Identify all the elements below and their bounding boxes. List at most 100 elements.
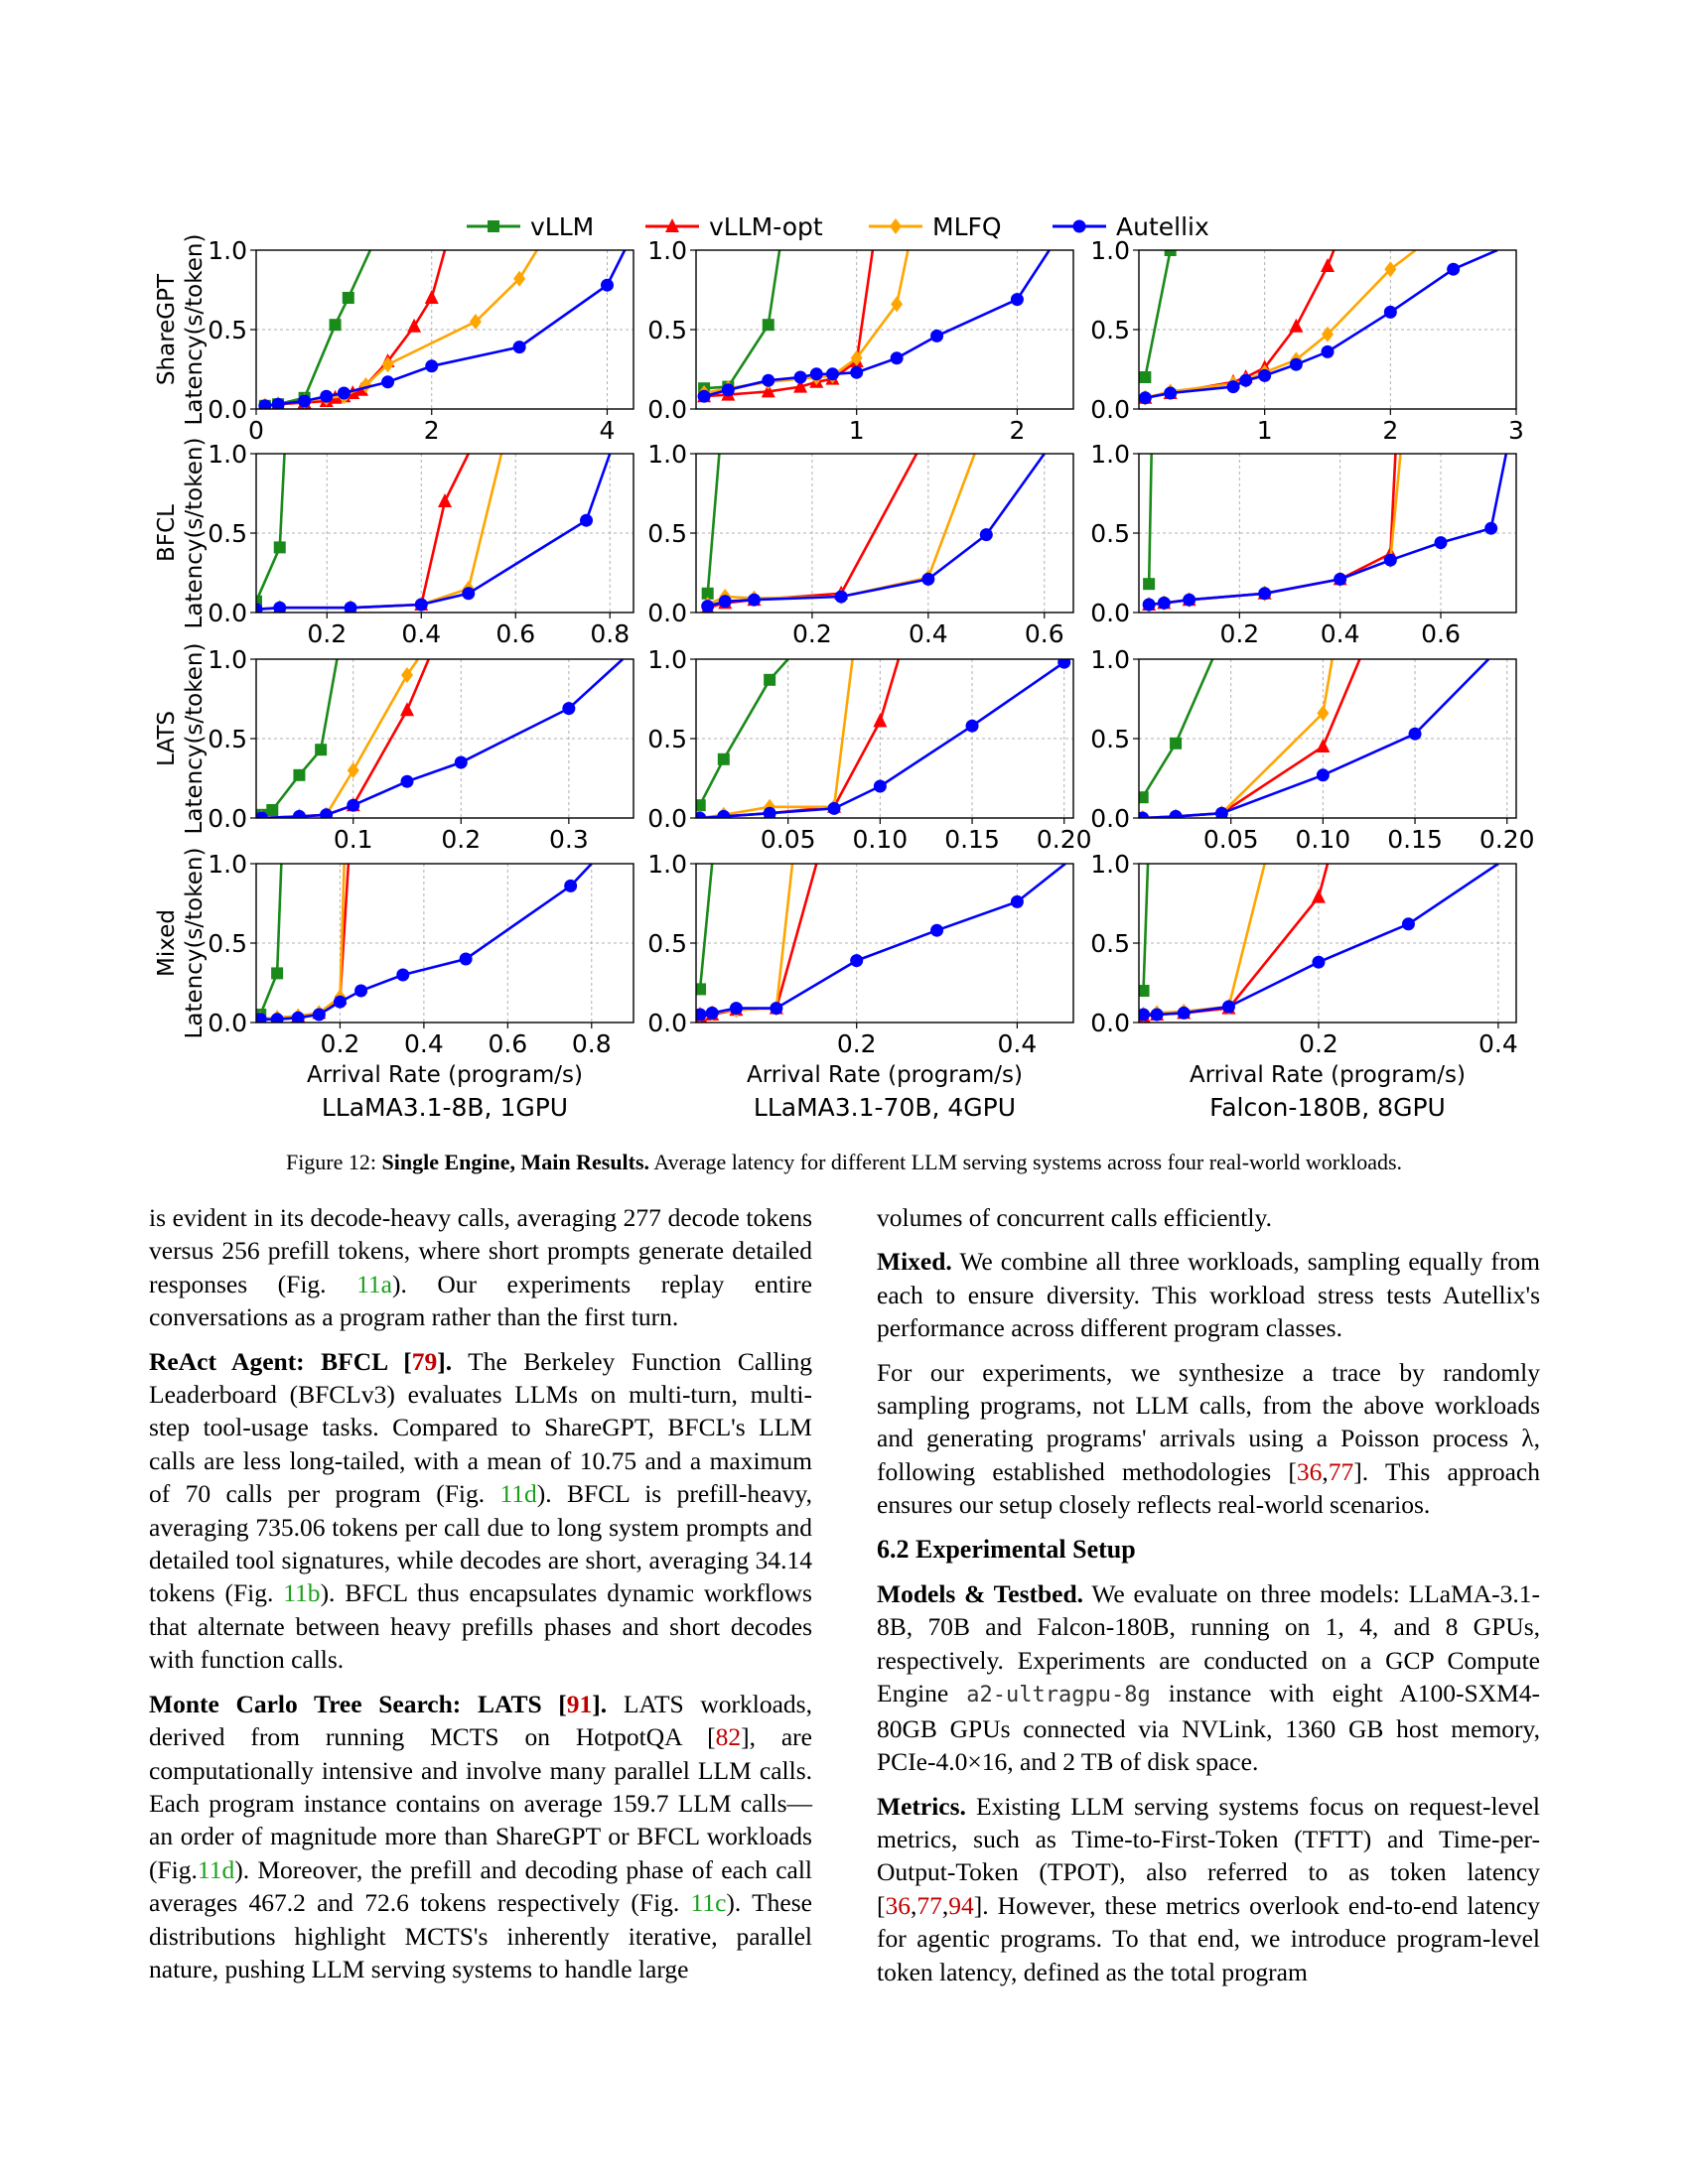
series-line-vllm	[260, 659, 339, 816]
figure-link[interactable]: 11c	[690, 1888, 727, 1918]
data-point	[425, 359, 439, 373]
row-label: Mixed	[154, 909, 180, 977]
y-tick-label: 0.5	[1090, 929, 1130, 958]
x-tick-label: 3	[1508, 416, 1524, 445]
data-point	[273, 541, 286, 554]
subplot-mixed-3: 0.0 0.5 1.0 0.2 0.4	[1090, 850, 1518, 1058]
data-point	[747, 593, 761, 607]
x-tick-label: 0.2	[307, 619, 347, 648]
series-group	[697, 250, 1051, 403]
x-tick-label: 0.1	[334, 825, 373, 854]
data-point	[1139, 371, 1152, 383]
data-point	[696, 811, 707, 818]
data-point	[1383, 553, 1397, 567]
y-tick-label: 1.0	[208, 440, 247, 469]
series-line-vllm	[698, 659, 789, 806]
data-point	[258, 399, 272, 409]
instance-name: a2-ultragpu-8g	[966, 1683, 1151, 1708]
column-title: LLaMA3.1-8B, 1GPU	[322, 1093, 568, 1122]
series-line-autellix	[256, 454, 612, 612]
data-point	[1484, 521, 1498, 535]
caption-label: Figure 12:	[285, 1150, 377, 1174]
citation-link[interactable]: 91	[566, 1689, 593, 1718]
data-point	[462, 587, 476, 601]
y-tick-label: 0.0	[1090, 599, 1130, 627]
data-point	[1226, 380, 1240, 394]
series-group	[701, 454, 1046, 613]
data-point	[834, 590, 848, 604]
citation-link[interactable]: 79	[411, 1346, 438, 1376]
series-line-vllm	[1147, 454, 1153, 585]
data-point	[298, 394, 312, 408]
y-tick-label: 0.5	[647, 725, 687, 753]
data-point	[342, 292, 354, 304]
data-point	[1139, 1008, 1151, 1022]
series-line-vllm	[1144, 250, 1173, 378]
x-tick-label: 0.8	[572, 1029, 612, 1058]
data-point	[344, 601, 357, 613]
data-point	[1170, 737, 1183, 750]
y-tick-label: 1.0	[1090, 236, 1130, 265]
data-point	[414, 598, 428, 612]
data-point	[1384, 261, 1397, 278]
subplot-bfcl-3: 0.0 0.5 1.0 0.2 0.4 0.6	[1090, 440, 1517, 648]
y-tick-label: 0.0	[208, 599, 247, 627]
section-heading: 6.2 Experimental Setup	[877, 1534, 1136, 1564]
citation-link[interactable]: 36	[1296, 1456, 1323, 1486]
y-tick-label: 0.5	[208, 725, 247, 753]
figure-link[interactable]: 11a	[356, 1269, 392, 1298]
data-point	[329, 319, 342, 332]
data-point	[256, 603, 263, 613]
data-point	[271, 397, 285, 409]
series-line-autellix	[703, 250, 1051, 398]
subplot-sharegpt-1: 0.0 0.5 1.0 0 2 4	[208, 236, 634, 445]
figure-link[interactable]: 11b	[283, 1578, 321, 1608]
data-point	[793, 378, 808, 393]
data-point	[337, 386, 351, 400]
data-point	[696, 983, 707, 996]
x-tick-label: 0.4	[404, 1029, 444, 1058]
data-point	[1221, 1000, 1235, 1014]
series-group	[696, 864, 1066, 1023]
data-point	[1258, 587, 1272, 601]
subplot-sharegpt-2: 0.0 0.5 1.0 1 2	[647, 236, 1074, 445]
citation-link[interactable]: 36	[885, 1890, 912, 1920]
data-point	[696, 799, 706, 812]
data-point	[396, 968, 410, 982]
x-tick-label: 0.4	[1321, 619, 1360, 648]
citation-link[interactable]: 77	[916, 1890, 942, 1920]
data-point	[1139, 791, 1149, 804]
x-tick-label: 1	[849, 416, 865, 445]
data-point	[292, 809, 306, 818]
x-tick-label: 2	[424, 416, 440, 445]
data-point	[320, 389, 334, 403]
x-tick-label: 0.2	[321, 1029, 360, 1058]
data-point	[930, 329, 944, 342]
data-point	[1334, 572, 1347, 586]
y-tick-label: 1.0	[647, 645, 687, 674]
data-point	[1164, 250, 1177, 256]
legend-label: MLFQ	[932, 212, 1002, 241]
x-tick-label: 0.05	[1203, 825, 1259, 854]
citation-link[interactable]: 77	[1328, 1456, 1354, 1486]
series-line-autellix	[1145, 250, 1498, 400]
figure-link[interactable]: 11d	[499, 1479, 537, 1509]
series-group	[1139, 659, 1490, 818]
data-point	[1289, 357, 1303, 371]
series-line-mlfq	[1143, 864, 1266, 1017]
data-point	[1143, 578, 1156, 591]
y-tick-label: 1.0	[208, 645, 247, 674]
y-tick-label: 0.0	[208, 804, 247, 833]
y-tick-label: 0.5	[1090, 519, 1130, 548]
data-point	[1164, 386, 1178, 400]
legend-marker	[1072, 219, 1086, 233]
citation-link[interactable]: 94	[948, 1890, 974, 1920]
data-point	[1401, 917, 1415, 931]
series-line-vllm	[259, 864, 283, 1016]
figure-link[interactable]: 11d	[197, 1854, 235, 1884]
data-point	[921, 572, 935, 586]
series-line-mlfq	[1148, 454, 1402, 607]
citation-link[interactable]: 82	[715, 1722, 742, 1752]
x-tick-label: 0.15	[944, 825, 1000, 854]
series-line-vllm-opt	[1148, 454, 1397, 607]
